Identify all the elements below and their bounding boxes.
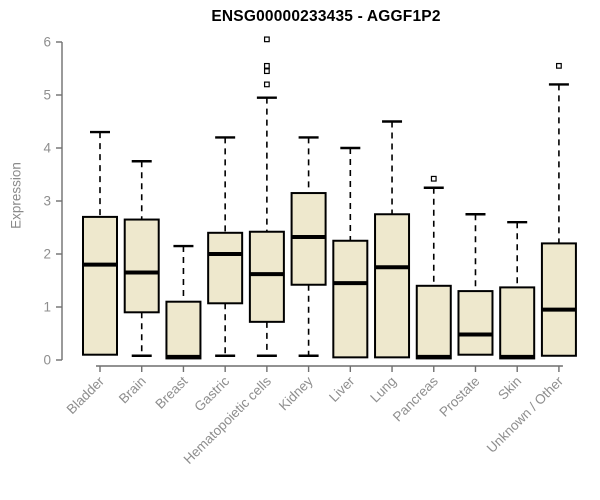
x-tick-label: Gastric xyxy=(191,373,232,414)
box-unknown-other xyxy=(540,242,577,357)
outlier-point xyxy=(263,36,270,43)
y-tick-label: 2 xyxy=(43,247,51,262)
box-pancreas xyxy=(415,284,452,360)
x-tick-label: Kidney xyxy=(276,373,316,413)
outlier-point xyxy=(263,81,270,88)
box-breast xyxy=(165,300,202,360)
chart-title: ENSG00000233435 - AGGF1P2 xyxy=(211,8,441,25)
x-tick-label: Breast xyxy=(152,373,190,411)
y-tick-label: 0 xyxy=(43,353,51,368)
outlier-point xyxy=(556,62,562,69)
outlier-point xyxy=(263,62,270,69)
y-tick-label: 6 xyxy=(43,35,51,50)
box-skin xyxy=(499,286,536,360)
x-tick-label: Lung xyxy=(367,374,399,406)
box-liver xyxy=(332,239,369,359)
outlier-point xyxy=(430,175,437,182)
x-tick-label: Brain xyxy=(116,374,149,407)
y-tick-label: 3 xyxy=(43,194,51,209)
y-tick-label: 5 xyxy=(43,88,51,103)
box-brain xyxy=(123,218,160,314)
y-tick-label: 4 xyxy=(43,141,51,156)
x-tick-label: Prostate xyxy=(436,374,482,420)
x-tick-label: Bladder xyxy=(64,373,108,417)
x-tick-label: Pancreas xyxy=(390,373,441,424)
outlier-point xyxy=(263,68,270,75)
box-lung xyxy=(374,213,411,359)
box-prostate xyxy=(457,290,494,356)
box-bladder xyxy=(82,215,118,356)
x-tick-label: Unknown / Other xyxy=(484,373,567,456)
box-gastric xyxy=(207,231,244,305)
x-tick-label: Skin xyxy=(495,374,524,403)
y-tick-label: 1 xyxy=(43,300,51,315)
box-hematopoietic-cells xyxy=(248,230,285,323)
x-tick-label: Liver xyxy=(326,373,358,405)
